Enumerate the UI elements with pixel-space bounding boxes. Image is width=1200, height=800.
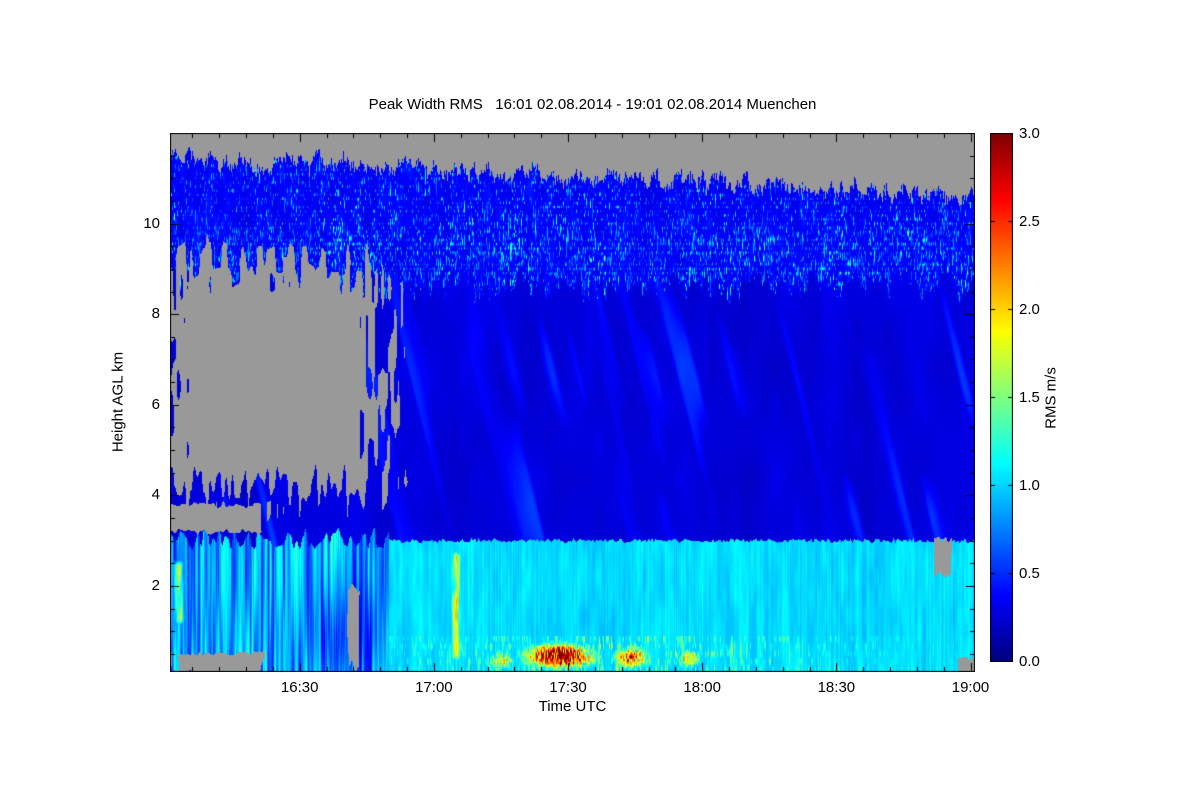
x-tick-label-2: 17:30: [549, 679, 587, 696]
y-tick-label-1: 4: [151, 486, 160, 504]
colorbar-tick-label-4: 2.0: [1019, 301, 1040, 318]
x-tick-label-3: 18:00: [683, 679, 721, 696]
x-tick-label-5: 19:00: [951, 679, 990, 696]
x-tick-label-0: 16:30: [280, 679, 319, 696]
colorbar-tick-label-6: 3.0: [1019, 125, 1040, 142]
colorbar-tick-label-3: 1.5: [1019, 389, 1040, 406]
colorbar-tick-label-0: 0.0: [1019, 653, 1040, 670]
colorbar-canvas: [990, 133, 1013, 662]
x-tick-label-1: 17:00: [415, 679, 453, 696]
heatmap-canvas: [170, 133, 975, 672]
y-tick-label-2: 6: [151, 395, 160, 413]
y-tick-label-0: 2: [151, 576, 160, 594]
x-axis-title: Time UTC: [538, 698, 607, 715]
y-tick-label-4: 10: [143, 214, 160, 232]
chart-title: Peak Width RMS 16:01 02.08.2014 - 19:01 …: [368, 96, 817, 113]
colorbar-tick-label-1: 0.5: [1019, 565, 1040, 582]
y-tick-label-3: 8: [151, 305, 160, 323]
colorbar-tick-label-5: 2.5: [1019, 213, 1040, 230]
x-tick-label-4: 18:30: [817, 679, 856, 696]
colorbar-tick-label-2: 1.0: [1019, 477, 1040, 494]
colorbar-title: RMS m/s: [1042, 367, 1060, 429]
